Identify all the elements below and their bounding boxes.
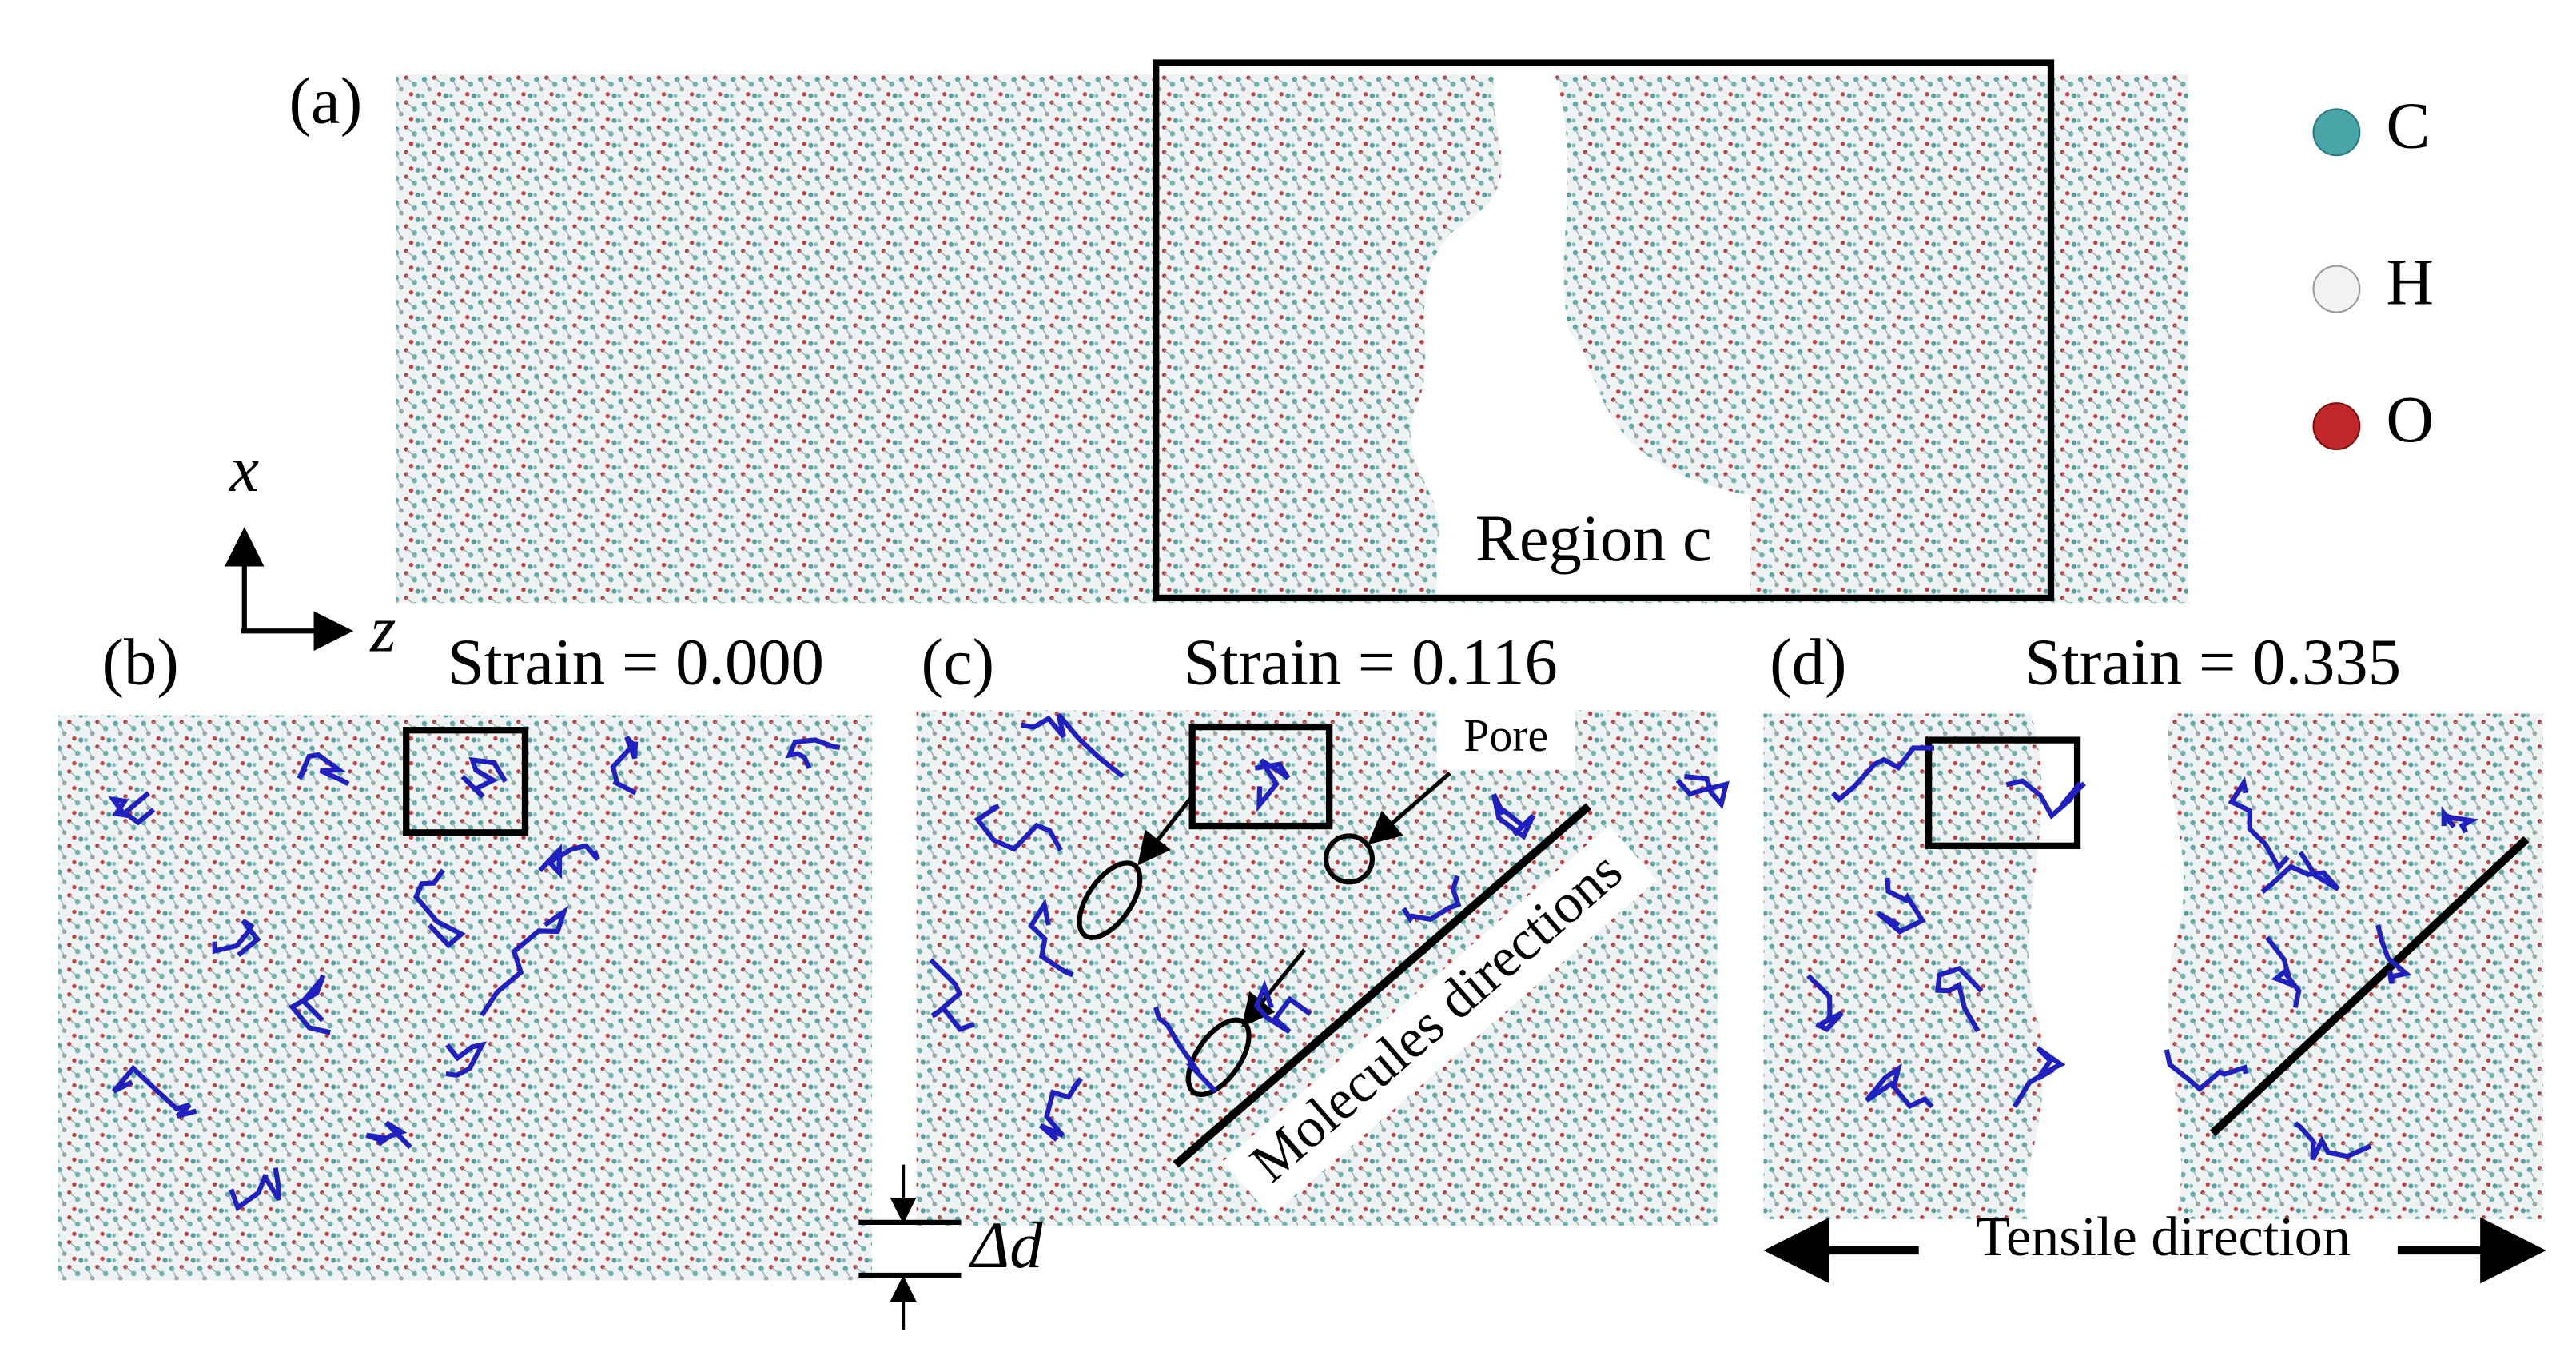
panel-label: (a)	[289, 63, 363, 137]
highlight-box	[403, 727, 529, 836]
molecule	[1020, 712, 1125, 779]
highlight-box	[1188, 723, 1333, 830]
molecule	[2375, 924, 2412, 984]
molecule	[610, 735, 639, 796]
molecule	[1876, 877, 1926, 935]
direction-line	[1173, 803, 1591, 1168]
molecule	[444, 1041, 488, 1078]
panel-label: (d)	[1770, 625, 1846, 699]
label-bg	[1436, 707, 1575, 770]
molecule	[229, 1167, 282, 1212]
molecule	[1675, 773, 1730, 810]
molecular-slab	[58, 715, 872, 1281]
molecule	[2005, 778, 2086, 820]
molecule	[1491, 793, 1535, 840]
molecule	[2012, 1046, 2066, 1108]
molecule	[1028, 898, 1074, 978]
molecule	[2293, 1121, 2372, 1161]
molecule	[297, 752, 350, 787]
legend-label: H	[2386, 245, 2434, 319]
molecule	[785, 737, 841, 769]
molecule	[212, 918, 261, 958]
molecule	[2441, 805, 2479, 834]
molecule	[538, 843, 600, 879]
molecule	[1153, 1006, 1217, 1093]
molecule	[2164, 1049, 2248, 1093]
molecule	[460, 756, 508, 799]
pore-arrow	[1137, 795, 1194, 866]
strain-label: Strain = 0.335	[2025, 625, 2401, 699]
molecular-slab	[396, 74, 2188, 604]
panel-label: (c)	[921, 625, 994, 699]
pore-arrow	[1368, 771, 1451, 845]
axis-label: z	[369, 592, 396, 665]
molecule	[973, 804, 1063, 852]
molecule	[1401, 875, 1462, 924]
molecule	[2228, 776, 2290, 872]
strain-label: Strain = 0.000	[448, 625, 824, 699]
molecular-slab	[1763, 713, 2044, 1219]
legend-label: C	[2386, 88, 2430, 162]
molecule	[1935, 965, 1984, 1033]
molecule	[1831, 745, 1935, 804]
delta-label: Δd	[969, 1208, 1043, 1282]
molecule	[108, 791, 156, 826]
tensile-label: Tensile direction	[1976, 1206, 2351, 1268]
molecule	[480, 905, 569, 1017]
legend-atom	[2312, 265, 2361, 313]
axis-label: x	[228, 432, 259, 505]
molecule	[288, 974, 331, 1035]
panel-label: (b)	[102, 625, 178, 699]
molecule	[1806, 974, 1844, 1033]
molecule	[365, 1120, 412, 1149]
molecule	[929, 958, 975, 1032]
molecule	[1254, 758, 1291, 812]
region-box	[1153, 59, 2055, 602]
label-bg	[1223, 825, 1658, 1217]
legend-atom	[2312, 402, 2361, 451]
direction-line	[2209, 836, 2530, 1137]
legend-atom	[2312, 108, 2361, 157]
region-label: Region c	[1475, 501, 1712, 575]
pore-marker	[1323, 833, 1375, 885]
highlighted-molecules	[108, 712, 2479, 1212]
strain-label: Strain = 0.116	[1184, 625, 1558, 699]
molecule	[1038, 1077, 1083, 1142]
molecule	[2265, 935, 2302, 1008]
legend-label: O	[2386, 382, 2434, 456]
pore-void	[1411, 66, 1750, 598]
molecule	[112, 1064, 197, 1119]
molecule	[412, 868, 466, 949]
molecular-slab	[2167, 713, 2543, 1219]
pore-marker	[1077, 860, 1143, 940]
pore-label: Pore	[1463, 709, 1548, 761]
molecule	[1253, 979, 1312, 1035]
molecule	[2260, 851, 2340, 895]
molecule	[1865, 1063, 1934, 1110]
